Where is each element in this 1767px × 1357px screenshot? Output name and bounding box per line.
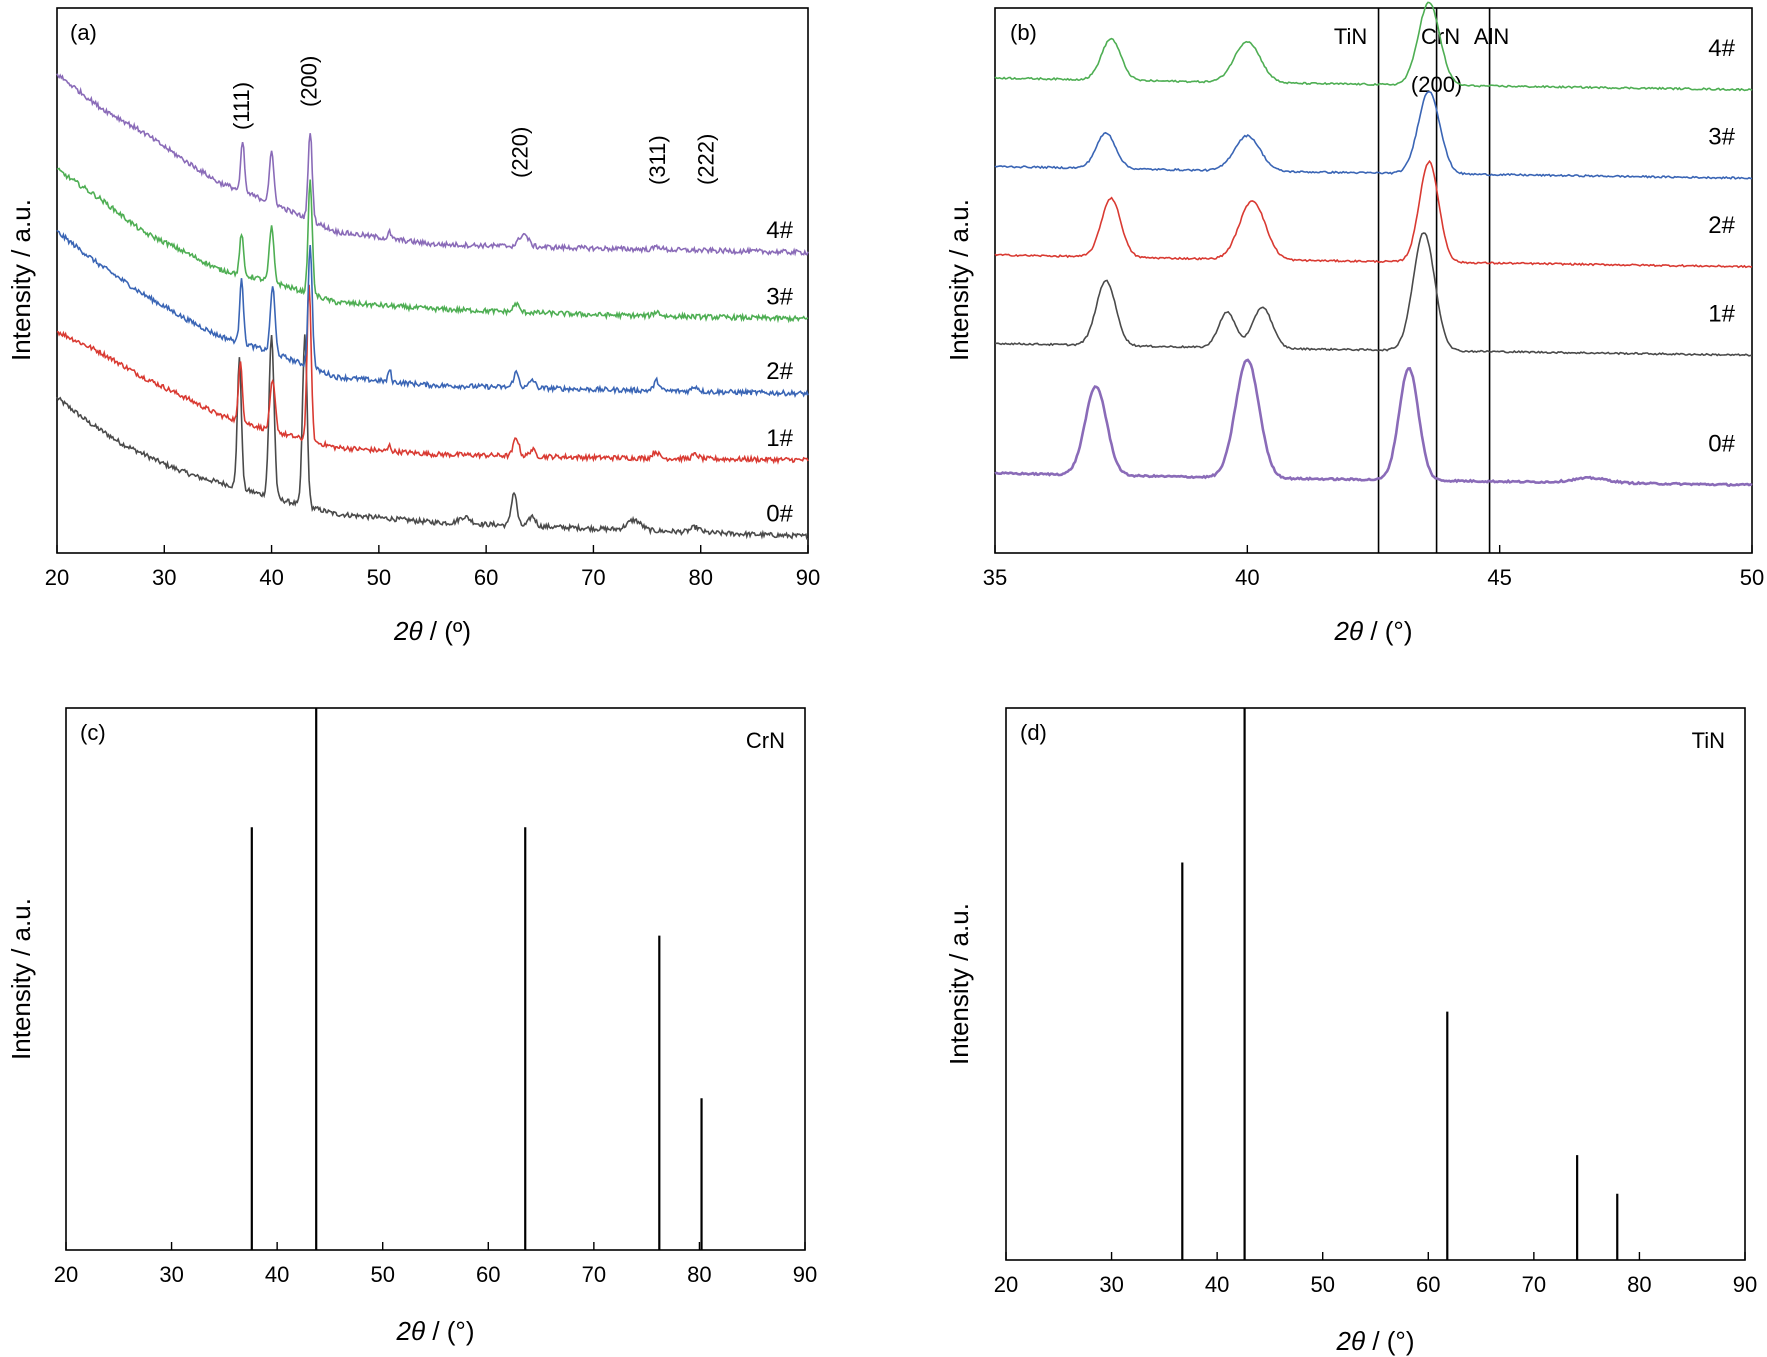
series-label: 0# [1708, 430, 1735, 457]
series-line-4 [994, 1, 1753, 92]
plot-frame [65, 707, 806, 1251]
series-label: 4# [766, 217, 793, 244]
x-tick-label: 40 [1235, 565, 1259, 590]
x-tick-label: 60 [1416, 1272, 1440, 1297]
x-tick-label: 60 [476, 1262, 500, 1287]
x-tick-label: 50 [370, 1262, 394, 1287]
x-tick-label: 70 [582, 1262, 606, 1287]
x-tick-label: 40 [259, 565, 283, 590]
peak-label: (311) [645, 135, 670, 185]
x-tick-label: 30 [152, 565, 176, 590]
x-tick-label: 50 [1740, 565, 1764, 590]
x-tick-label: 80 [687, 1262, 711, 1287]
x-tick-label: 70 [581, 565, 605, 590]
series-line-0 [994, 358, 1753, 487]
x-tick-label: 35 [983, 565, 1007, 590]
phase-label: TiN [1692, 728, 1725, 753]
series-line-0 [56, 334, 808, 540]
peak-label: (222) [693, 134, 718, 185]
series-label: 4# [1708, 35, 1735, 62]
x-tick-label: 80 [1627, 1272, 1651, 1297]
panel-label-b: (b) [1010, 20, 1037, 45]
series-line-2 [56, 229, 809, 398]
x-tick-label: 50 [1310, 1272, 1334, 1297]
panel-label-c: (c) [80, 720, 106, 745]
x-tick-label: 40 [265, 1262, 289, 1287]
x-tick-label: 80 [688, 565, 712, 590]
peak-label: (200) [296, 56, 321, 107]
series-label: 2# [1708, 212, 1735, 239]
x-tick-label: 30 [159, 1262, 183, 1287]
series-label: 1# [1708, 301, 1735, 328]
x-tick-label: 70 [1522, 1272, 1546, 1297]
y-axis-label: Intensity / a.u. [944, 199, 974, 361]
series-line-3 [56, 167, 809, 324]
peak-label: (220) [508, 127, 533, 178]
y-axis-label: Intensity / a.u. [6, 199, 36, 361]
x-tick-label: 20 [45, 565, 69, 590]
x-tick-label: 60 [474, 565, 498, 590]
x-tick-label: 90 [796, 565, 820, 590]
x-axis-label: 2θ / (º) [393, 616, 471, 646]
series-label: 3# [766, 283, 793, 310]
x-axis-label: 2θ / (°) [396, 1316, 475, 1346]
plot-frame [994, 7, 1753, 554]
panel-label-d: (d) [1020, 720, 1047, 745]
x-tick-label: 20 [54, 1262, 78, 1287]
series-line-1 [995, 232, 1752, 357]
reference-note: (200) [1411, 72, 1462, 97]
series-line-4 [56, 73, 809, 257]
plot-frame [1005, 707, 1746, 1261]
panel-label-a: (a) [70, 20, 97, 45]
peak-label: (111) [229, 82, 254, 130]
reference-label: TiN [1334, 24, 1367, 49]
series-line-2 [994, 159, 1753, 269]
y-axis-label: Intensity / a.u. [6, 898, 36, 1060]
x-axis-label: 2θ / (°) [1334, 616, 1413, 646]
plot-frame [56, 7, 809, 554]
series-label: 1# [766, 425, 793, 452]
y-axis-label: Intensity / a.u. [944, 903, 974, 1065]
x-tick-label: 90 [793, 1262, 817, 1287]
x-tick-label: 90 [1733, 1272, 1757, 1297]
x-axis-label: 2θ / (°) [1336, 1326, 1415, 1356]
series-line-1 [56, 284, 809, 465]
series-label: 3# [1708, 124, 1735, 151]
x-tick-label: 40 [1205, 1272, 1229, 1297]
phase-label: CrN [746, 728, 785, 753]
series-label: 2# [766, 358, 793, 385]
reference-label: AlN [1474, 24, 1509, 49]
x-tick-label: 20 [994, 1272, 1018, 1297]
series-label: 0# [766, 501, 793, 528]
x-tick-label: 45 [1487, 565, 1511, 590]
series-line-3 [994, 91, 1752, 180]
x-tick-label: 30 [1099, 1272, 1123, 1297]
x-tick-label: 50 [367, 565, 391, 590]
